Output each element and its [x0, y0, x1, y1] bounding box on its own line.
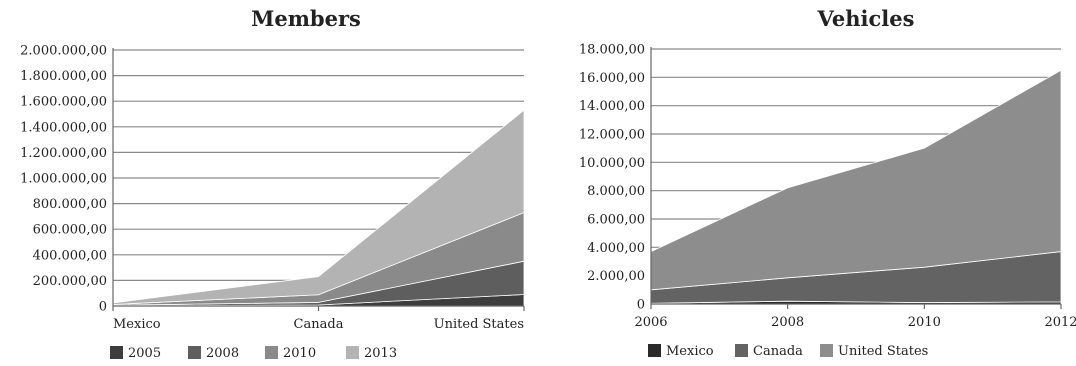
y-tick-label: 10.000,00	[579, 156, 645, 171]
y-tick-label: 400.000,00	[33, 248, 107, 263]
y-tick-label: 6.000,00	[587, 213, 645, 228]
y-tick-label: 1.600.000,00	[20, 95, 107, 110]
x-tick-label: 2008	[771, 315, 804, 330]
legend-swatch	[265, 346, 278, 359]
legend-swatch	[648, 344, 661, 357]
chart-title: Vehicles	[817, 6, 915, 31]
y-tick-label: 16.000,00	[579, 71, 645, 86]
legend-swatch	[735, 344, 748, 357]
chart-title: Members	[251, 6, 361, 31]
y-tick-label: 12.000,00	[579, 128, 645, 143]
x-tick-label: 2010	[908, 315, 941, 330]
y-tick-label: 14.000,00	[579, 99, 645, 114]
members-chart: Members 0 200.000,00 400.000,00 600.000,00 80…	[20, 6, 525, 361]
legend-swatch	[188, 346, 201, 359]
x-tick-label: United States	[434, 317, 524, 332]
y-tick-label: 8.000,00	[587, 184, 645, 199]
y-tick-label: 2.000,00	[587, 269, 645, 284]
vehicles-chart: Vehicles 0 2.000,00 4.000,00 6.000,00 8.000,0…	[579, 6, 1076, 359]
y-tick-label: 1.800.000,00	[20, 69, 107, 84]
y-tick-label: 1.400.000,00	[20, 120, 107, 135]
legend-label: United States	[838, 344, 928, 359]
y-tick-label: 0	[99, 300, 107, 315]
area-series-united-states	[650, 69, 1062, 291]
legend-label: 2013	[364, 346, 397, 361]
y-tick-label: 1.200.000,00	[20, 146, 107, 161]
y-tick-label: 0	[637, 298, 645, 313]
y-tick-label: 2.000.000,00	[20, 44, 107, 59]
y-tick-label: 18.000,00	[579, 43, 645, 58]
x-tick-label: Canada	[294, 317, 344, 332]
legend-label: Canada	[753, 344, 803, 359]
legend-swatch	[346, 346, 359, 359]
x-tick-label: Mexico	[113, 317, 161, 332]
legend-label: 2005	[128, 346, 161, 361]
y-tick-label: 800.000,00	[33, 197, 107, 212]
legend-label: 2008	[206, 346, 239, 361]
y-tick-label: 4.000,00	[587, 241, 645, 256]
legend-swatch	[110, 346, 123, 359]
x-tick-label: 2012	[1044, 315, 1076, 330]
x-tick-label: 2006	[634, 315, 667, 330]
y-tick-label: 1.000.000,00	[20, 172, 107, 187]
y-tick-label: 200.000,00	[33, 274, 107, 289]
legend-label: 2010	[283, 346, 316, 361]
legend-label: Mexico	[666, 344, 714, 359]
y-tick-label: 600.000,00	[33, 223, 107, 238]
legend-swatch	[820, 344, 833, 357]
